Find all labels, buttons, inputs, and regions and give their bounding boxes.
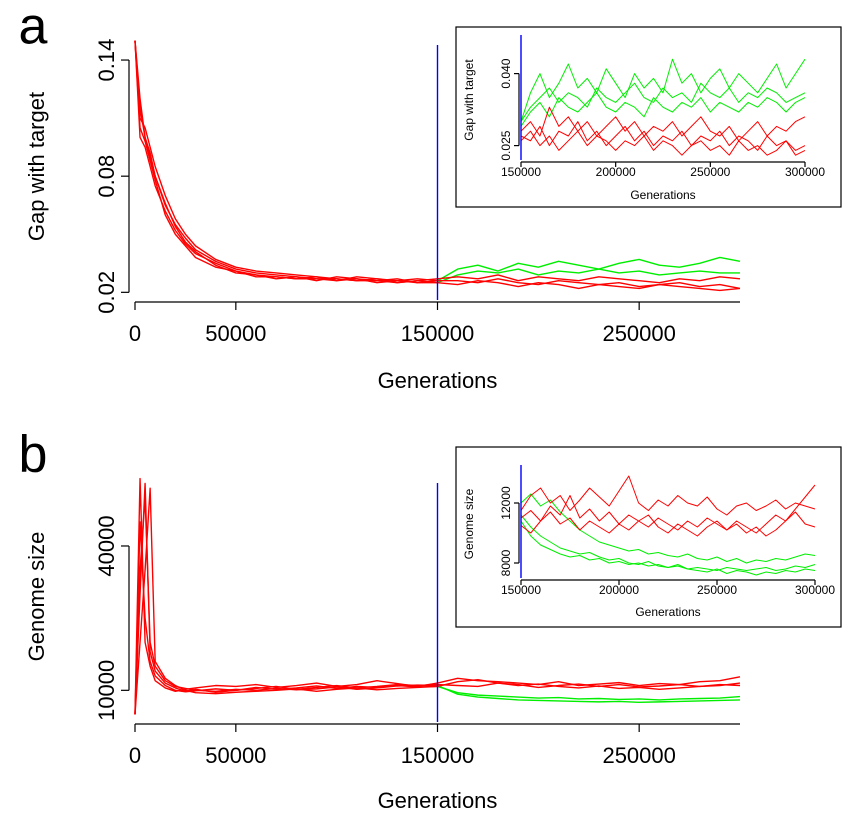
series-line — [520, 475, 816, 516]
series-line — [437, 256, 741, 282]
series-line — [134, 40, 438, 284]
series-line — [134, 497, 438, 715]
series-line — [134, 477, 741, 715]
x-tick-label: 150000 — [401, 321, 474, 346]
series-line — [437, 268, 740, 284]
x-axis-title: Generations — [378, 368, 498, 393]
series-line — [134, 40, 438, 284]
series-line — [520, 58, 806, 122]
series-line — [520, 106, 806, 142]
x-axis-title: Generations — [630, 188, 695, 202]
series-line — [520, 493, 816, 564]
series-line — [520, 514, 816, 576]
x-tick-label: 250000 — [690, 165, 730, 179]
y-tick-label: 12000 — [499, 486, 513, 520]
y-tick-label: 0.02 — [94, 271, 119, 314]
series-line — [134, 487, 741, 715]
y-axis-title: Gap with target — [24, 92, 49, 241]
x-tick-label: 200000 — [599, 583, 639, 597]
x-axis-title: Generations — [635, 605, 700, 619]
y-tick-label: 0.08 — [94, 155, 119, 198]
inset-frame — [455, 446, 842, 628]
y-tick-label: 0.14 — [94, 39, 119, 82]
x-tick-label: 0 — [129, 743, 141, 768]
series-line — [437, 685, 741, 701]
x-tick-label: 300000 — [785, 165, 825, 179]
series-line — [520, 92, 806, 127]
x-tick-label: 250000 — [697, 583, 737, 597]
y-tick-label: 40000 — [94, 515, 119, 576]
series-line — [134, 40, 741, 292]
x-tick-label: 250000 — [602, 743, 675, 768]
series-line — [437, 684, 741, 704]
series-line — [520, 130, 806, 156]
x-tick-label: 200000 — [596, 165, 636, 179]
x-tick-label: 0 — [129, 321, 141, 346]
series-line — [134, 40, 741, 284]
panel-label: b — [19, 426, 48, 484]
x-tick-label: 50000 — [205, 321, 266, 346]
y-axis-title: Gap with target — [462, 59, 476, 141]
panel-label: a — [19, 0, 48, 56]
y-axis-title: Genome size — [462, 488, 476, 559]
y-tick-label: 0.025 — [499, 130, 513, 160]
y-tick-label: 0.040 — [499, 58, 513, 88]
x-tick-label: 150000 — [401, 743, 474, 768]
y-axis-title: Genome size — [24, 532, 49, 662]
series-line — [134, 482, 741, 715]
x-tick-label: 250000 — [602, 321, 675, 346]
series-line — [520, 82, 806, 122]
x-tick-label: 50000 — [205, 743, 266, 768]
x-tick-label: 150000 — [501, 165, 541, 179]
x-tick-label: 300000 — [795, 583, 835, 597]
series-line — [520, 511, 816, 537]
inset-frame — [455, 26, 842, 208]
series-line — [520, 484, 816, 534]
series-line — [520, 121, 806, 151]
y-tick-label: 10000 — [94, 660, 119, 721]
y-tick-label: 8000 — [499, 549, 513, 576]
x-tick-label: 150000 — [501, 583, 541, 597]
x-axis-title: Generations — [378, 788, 498, 813]
